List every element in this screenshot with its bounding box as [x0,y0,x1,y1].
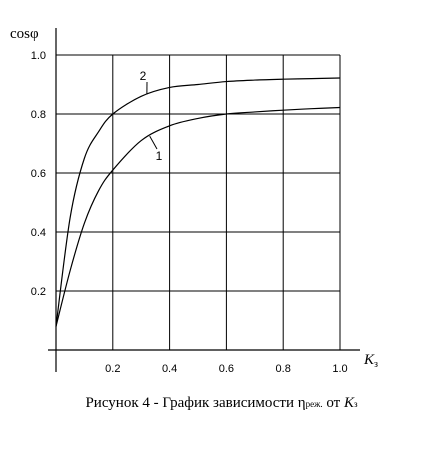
caption-eta: η [297,395,306,411]
y-tick-label: 0.6 [31,168,46,180]
series-line-1 [55,106,341,327]
chart: 0.2 0.4 0.6 0.8 1.00.20.40.60.81.0 21 cosφ K… [10,26,378,375]
x-axis-label: Kз [363,352,378,370]
y-tick-label: 0.8 [31,109,46,121]
x-tick-label: 0.4 [162,363,177,375]
caption-k: K [343,395,354,411]
series-label-2: 2 [140,69,147,83]
caption-k-subscript: з [353,399,358,409]
x-axis-label-subscript: з [374,359,378,370]
caption-prefix: Рисунок 4 - График зависимости [85,395,298,411]
series-lines [55,77,341,327]
x-tick-label: 0.8 [276,363,291,375]
axes [48,28,360,372]
caption-middle: от [322,395,344,411]
figure-caption: Рисунок 4 - График зависимости ηреж. от … [0,395,443,412]
y-tick-label: 1.0 [31,50,46,62]
series-label-1: 1 [156,149,163,163]
y-axis-label: cosφ [10,26,39,42]
x-tick-label: 0.2 [105,363,120,375]
caption-eta-subscript: реж. [305,399,323,409]
series-line-2 [55,77,341,327]
grid [56,54,341,350]
tick-labels: 0.2 0.4 0.6 0.8 1.0 0.2 0.4 0.6 0.8 1.0 [31,50,348,375]
y-tick-label: 0.2 [31,286,46,298]
y-tick-label: 0.4 [31,227,46,239]
x-tick-label: 1.0 [332,363,347,375]
series-leader-1 [149,135,158,150]
x-tick-label: 0.6 [219,363,234,375]
series-labels: 21 [140,69,163,163]
